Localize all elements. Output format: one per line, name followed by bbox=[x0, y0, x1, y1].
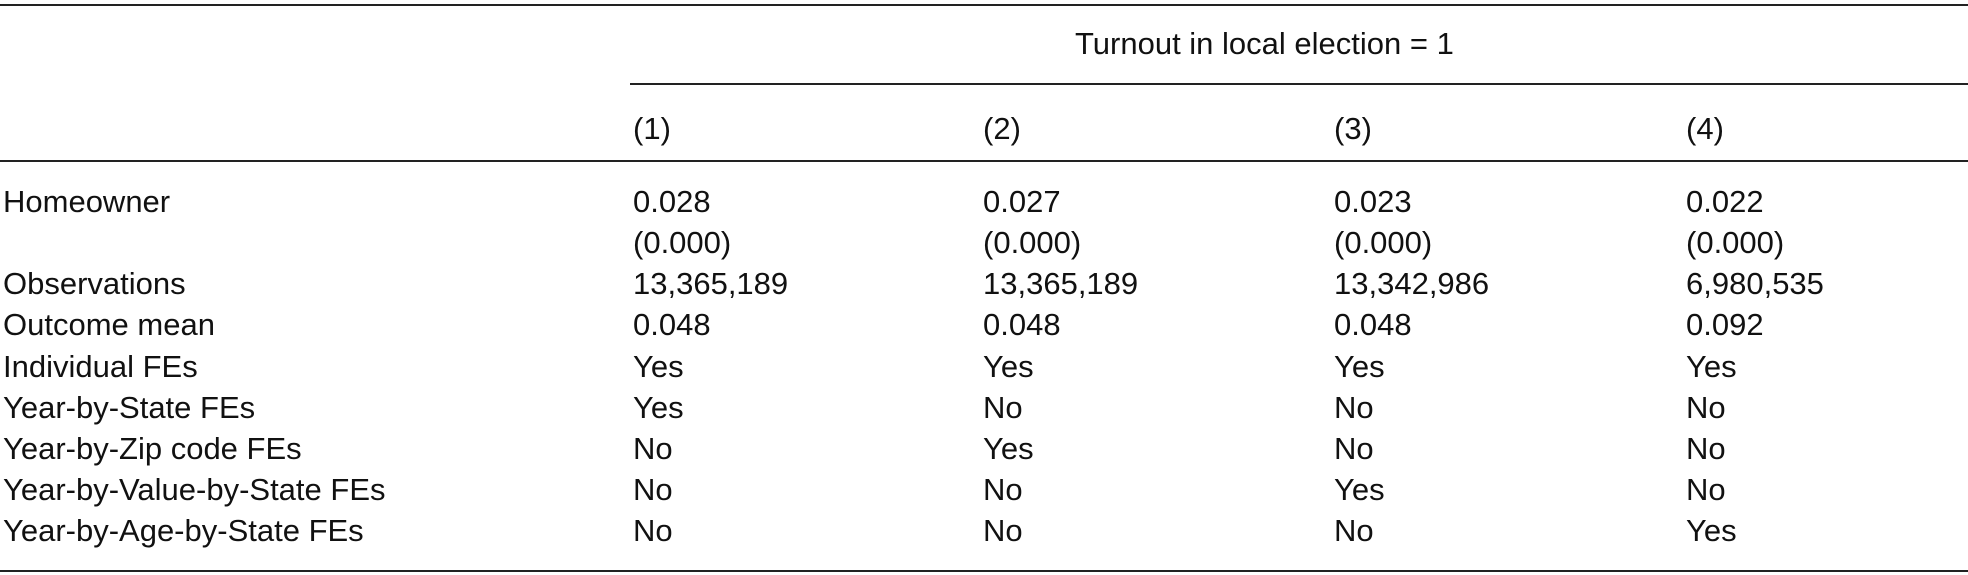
table-cell: 0.048 bbox=[633, 307, 711, 342]
table-cell: 6,980,535 bbox=[1686, 266, 1824, 301]
table-cell: Yes bbox=[983, 349, 1034, 384]
row-label-year-by-age-by-state-fes: Year-by-Age-by-State FEs bbox=[3, 513, 364, 548]
table-cell: Yes bbox=[1686, 349, 1737, 384]
table-cell: 0.048 bbox=[983, 307, 1061, 342]
table-cell: No bbox=[633, 431, 673, 466]
table-cell: No bbox=[983, 472, 1023, 507]
table-cell: Yes bbox=[1686, 513, 1737, 548]
row-label-individual-fes: Individual FEs bbox=[3, 349, 198, 384]
table-cell: 0.048 bbox=[1334, 307, 1412, 342]
row-label-homeowner: Homeowner bbox=[3, 184, 171, 219]
table-cell: 13,365,189 bbox=[633, 266, 789, 301]
table-cell: 13,342,986 bbox=[1334, 266, 1490, 301]
column-header-2: (2) bbox=[983, 111, 1021, 146]
table-cell: Yes bbox=[1334, 472, 1385, 507]
header-rule bbox=[0, 160, 1968, 162]
row-label-outcome-mean: Outcome mean bbox=[3, 307, 215, 342]
table-cell: 0.092 bbox=[1686, 307, 1764, 342]
row-label-observations: Observations bbox=[3, 266, 186, 301]
table-cell: Yes bbox=[1334, 349, 1385, 384]
table-cell: No bbox=[1334, 390, 1374, 425]
table-cell: No bbox=[633, 513, 673, 548]
row-label-year-by-value-by-state-fes: Year-by-Value-by-State FEs bbox=[3, 472, 386, 507]
table-cell: Yes bbox=[633, 390, 684, 425]
table-cell: 0.023 bbox=[1334, 184, 1412, 219]
column-header-1: (1) bbox=[633, 111, 671, 146]
table-cell: No bbox=[1334, 431, 1374, 466]
table-cell: No bbox=[1686, 472, 1726, 507]
table-cell: No bbox=[1686, 390, 1726, 425]
table-cell: Yes bbox=[983, 431, 1034, 466]
standard-error-cell: (0.000) bbox=[633, 225, 732, 260]
table-cell: 0.022 bbox=[1686, 184, 1764, 219]
table-cell: 13,365,189 bbox=[983, 266, 1139, 301]
spanner-header: Turnout in local election = 1 bbox=[1075, 26, 1454, 61]
table-cell: 0.028 bbox=[633, 184, 711, 219]
standard-error-cell: (0.000) bbox=[1686, 225, 1785, 260]
table-cell: No bbox=[1334, 513, 1374, 548]
column-header-3: (3) bbox=[1334, 111, 1372, 146]
table-cell: 0.027 bbox=[983, 184, 1061, 219]
row-label-year-by-state-fes: Year-by-State FEs bbox=[3, 390, 256, 425]
table-cell: No bbox=[633, 472, 673, 507]
table-cell: No bbox=[1686, 431, 1726, 466]
bottom-rule bbox=[0, 570, 1968, 572]
standard-error-cell: (0.000) bbox=[1334, 225, 1433, 260]
top-rule bbox=[0, 4, 1968, 6]
table-cell: Yes bbox=[633, 349, 684, 384]
standard-error-cell: (0.000) bbox=[983, 225, 1082, 260]
column-header-4: (4) bbox=[1686, 111, 1724, 146]
row-label-year-by-zip-code-fes: Year-by-Zip code FEs bbox=[3, 431, 302, 466]
table-cell: No bbox=[983, 390, 1023, 425]
table-cell: No bbox=[983, 513, 1023, 548]
spanner-rule bbox=[630, 83, 1968, 85]
